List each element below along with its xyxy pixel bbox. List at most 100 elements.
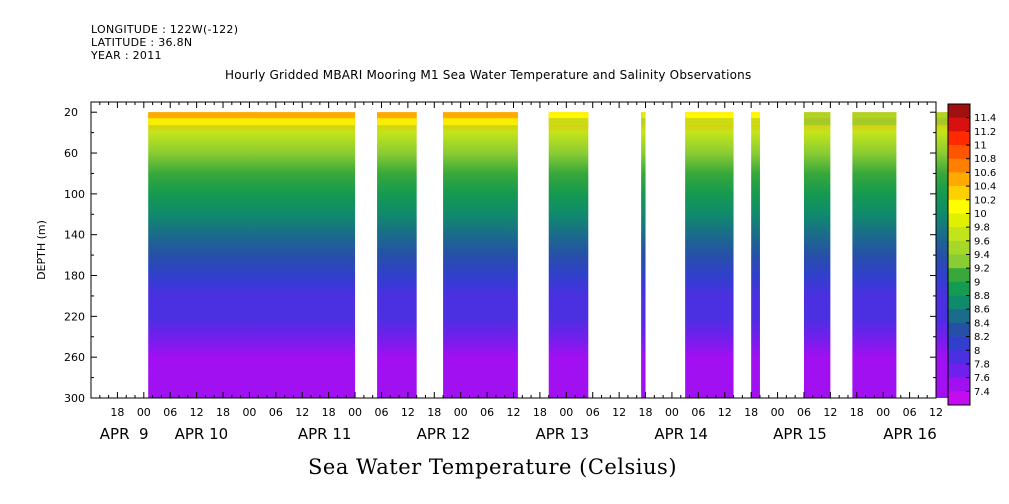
data-segment-4	[548, 112, 589, 398]
x-tick-label: 12	[929, 406, 943, 419]
x-tick-label: 12	[612, 406, 626, 419]
colorbar-label: 8.6	[974, 305, 990, 316]
data-segment-6	[685, 112, 734, 398]
x-date-label: APR 14	[654, 425, 708, 443]
colorbar-band	[948, 227, 970, 242]
surface-band-8	[803, 112, 831, 119]
x-tick-label: 18	[744, 406, 758, 419]
x-date-label: APR 15	[773, 425, 827, 443]
x-tick-label: 18	[216, 406, 230, 419]
colorbar-band	[948, 172, 970, 187]
colorbar-label: 11	[974, 141, 987, 152]
surface-band-5	[641, 112, 646, 119]
data-segment-1	[148, 112, 356, 398]
near-surface-band-5	[641, 118, 646, 126]
colorbar-band	[948, 104, 970, 118]
x-tick-label: 00	[876, 406, 890, 419]
near-surface-band-8	[803, 118, 831, 126]
surface-band-1	[148, 112, 356, 119]
colorbar-label: 10.4	[974, 182, 996, 193]
colorbar-label: 10.2	[974, 195, 996, 206]
near-surface-band-2	[377, 118, 417, 126]
x-tick-label: 06	[480, 406, 494, 419]
data-segment-8	[803, 112, 831, 398]
x-date-label: APR 10	[175, 425, 229, 443]
x-date-label: APR 16	[883, 425, 937, 443]
colorbar-band	[948, 254, 970, 269]
x-tick-label: 00	[242, 406, 256, 419]
surface-band-10	[936, 112, 954, 119]
near-surface-band-7	[751, 118, 760, 126]
x-tick-label: 12	[507, 406, 521, 419]
near-surface-band-1	[148, 118, 356, 126]
year-label: YEAR : 2011	[91, 49, 162, 62]
colorbar-label: 8.2	[974, 332, 990, 343]
colorbar-band	[948, 158, 970, 173]
colorbar-label: 8.8	[974, 291, 990, 302]
colorbar-band	[948, 240, 970, 255]
y-tick-label: 100	[64, 188, 85, 201]
x-tick-label: 06	[903, 406, 917, 419]
x-tick-label: 06	[691, 406, 705, 419]
colorbar-label: 10	[974, 209, 987, 220]
y-tick-label: 60	[64, 147, 78, 160]
x-tick-label: 00	[559, 406, 573, 419]
y-tick-label: 140	[64, 229, 85, 242]
surface-band-3	[443, 112, 518, 119]
colorbar-label: 9.8	[974, 223, 990, 234]
colorbar-label: 10.6	[974, 168, 996, 179]
x-tick-label: 00	[771, 406, 785, 419]
x-tick-label: 12	[718, 406, 732, 419]
x-tick-label: 18	[850, 406, 864, 419]
near-surface-band-4	[548, 118, 589, 126]
colorbar-band	[948, 213, 970, 228]
x-tick-label: 18	[639, 406, 653, 419]
y-axis: 20 60 100 140 180 220 260 300	[64, 106, 936, 405]
longitude-label: LONGITUDE : 122W(-122)	[91, 23, 239, 36]
y-tick-label: 20	[64, 106, 78, 119]
data-segment-2	[377, 112, 417, 398]
surface-band-2	[377, 112, 417, 119]
colorbar-band	[948, 322, 970, 337]
surface-band-7	[751, 112, 760, 119]
y-tick-label: 260	[64, 351, 85, 364]
colorbar-label: 10.8	[974, 154, 996, 165]
colorbar-band	[948, 117, 970, 132]
colorbar-band	[948, 295, 970, 310]
colorbar-label: 9.2	[974, 264, 990, 275]
data-segment-3	[443, 112, 518, 398]
data-segment-7	[751, 112, 760, 398]
x-tick-label: 18	[427, 406, 441, 419]
chart-title: Hourly Gridded MBARI Mooring M1 Sea Wate…	[225, 68, 752, 82]
colorbar-band	[948, 377, 970, 392]
x-date-label: APR 9	[100, 425, 149, 443]
y-tick-label: 220	[64, 310, 85, 323]
x-tick-label: 06	[269, 406, 283, 419]
colorbar-label: 11.4	[974, 113, 996, 124]
x-tick-label: 12	[190, 406, 204, 419]
colorbar-label: 7.6	[974, 373, 990, 384]
colorbar-label: 8.4	[974, 318, 990, 329]
x-tick-label: 12	[823, 406, 837, 419]
x-tick-label: 18	[110, 406, 124, 419]
colorbar-band	[948, 131, 970, 146]
x-tick-label: 00	[454, 406, 468, 419]
colorbar-band	[948, 391, 970, 406]
near-surface-band-3	[443, 118, 518, 126]
surface-band-6	[685, 112, 734, 119]
y-tick-label: 180	[64, 270, 85, 283]
x-tick-label: 06	[797, 406, 811, 419]
y-axis-label: DEPTH (m)	[35, 220, 48, 280]
data-segment-9	[852, 112, 897, 398]
x-date-label: APR 11	[298, 425, 352, 443]
colorbar-label: 9	[974, 277, 980, 288]
x-tick-label: 00	[137, 406, 151, 419]
colorbar-band	[948, 281, 970, 296]
x-tick-label: 12	[295, 406, 309, 419]
x-tick-label: 06	[586, 406, 600, 419]
colorbar-band	[948, 199, 970, 214]
colorbar-label: 7.8	[974, 359, 990, 370]
colorbar-label: 8	[974, 346, 980, 357]
colorbar-band	[948, 363, 970, 378]
